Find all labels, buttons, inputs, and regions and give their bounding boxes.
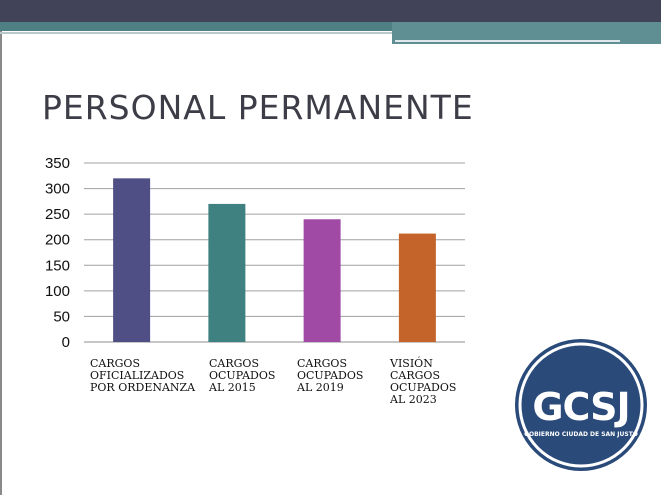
y-tick-label: 150 xyxy=(45,257,70,274)
bar xyxy=(398,233,436,342)
y-tick-label: 350 xyxy=(45,155,70,172)
logo-text: GCSJ xyxy=(532,385,629,429)
bar xyxy=(303,219,341,342)
x-category-label-line: CARGOS xyxy=(297,357,347,370)
logo-outer-circle xyxy=(515,339,647,471)
x-category-label-line: AL 2019 xyxy=(297,381,344,394)
bar xyxy=(113,178,151,342)
x-category-label-line: AL 2015 xyxy=(209,381,256,394)
x-category-label: CARGOS OFICIALIZADOS POR ORDENANZA xyxy=(90,358,195,394)
y-tick-label: 0 xyxy=(62,334,70,351)
logo-ring xyxy=(518,342,644,468)
slide-left-edge xyxy=(0,0,2,495)
x-category-label: VISIÓN CARGOS OCUPADOS AL 2023 xyxy=(390,358,456,406)
x-category-label-line: OFICIALIZADOS xyxy=(90,369,185,382)
gcsj-logo: GCSJ GOBIERNO CIUDAD DE SAN JUSTO xyxy=(515,339,647,471)
y-tick-label: 50 xyxy=(53,308,70,325)
x-category-label-line: POR ORDENANZA xyxy=(90,381,196,394)
y-tick-label: 250 xyxy=(45,206,70,223)
y-tick-label: 300 xyxy=(45,181,70,198)
accent-band-right xyxy=(392,22,661,44)
logo-subtext: GOBIERNO CIUDAD DE SAN JUSTO xyxy=(524,431,638,438)
accent-line-secondary xyxy=(395,40,620,42)
accent-line xyxy=(0,32,392,34)
top-banner xyxy=(0,0,661,22)
x-category-label-line: CARGOS xyxy=(390,369,440,382)
x-category-label: CARGOS OCUPADOS AL 2019 xyxy=(297,358,363,394)
y-tick-label: 100 xyxy=(45,283,70,300)
x-category-label: CARGOS OCUPADOS AL 2015 xyxy=(209,358,275,394)
x-category-label-line: OCUPADOS xyxy=(209,369,276,382)
y-tick-label: 200 xyxy=(45,232,70,249)
x-category-label-line: CARGOS xyxy=(90,357,140,370)
x-category-label-line: CARGOS xyxy=(209,357,259,370)
accent-band xyxy=(0,22,661,31)
x-category-label-line: VISIÓN xyxy=(390,357,433,370)
x-category-label-line: AL 2023 xyxy=(390,393,437,406)
x-category-label-line: OCUPADOS xyxy=(297,369,364,382)
bar xyxy=(208,203,246,342)
x-category-label-line: OCUPADOS xyxy=(390,381,457,394)
slide-title: PERSONAL PERMANENTE xyxy=(42,88,474,127)
